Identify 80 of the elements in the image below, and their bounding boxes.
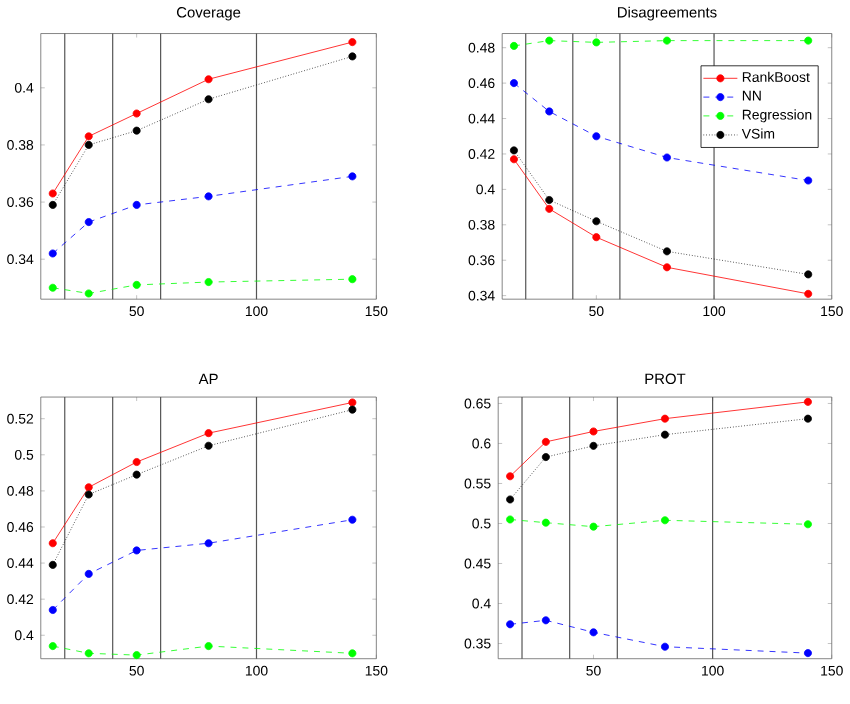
point bbox=[589, 427, 598, 436]
point bbox=[509, 78, 518, 87]
point bbox=[660, 515, 669, 524]
point bbox=[545, 36, 554, 45]
point bbox=[541, 616, 550, 624]
point bbox=[48, 283, 57, 292]
point bbox=[592, 216, 601, 225]
point bbox=[662, 263, 671, 271]
point bbox=[132, 470, 141, 479]
point bbox=[660, 642, 669, 651]
point bbox=[589, 522, 598, 531]
point bbox=[84, 490, 93, 499]
point bbox=[84, 132, 93, 141]
point bbox=[84, 140, 93, 149]
point bbox=[589, 628, 598, 636]
point bbox=[348, 52, 357, 61]
point bbox=[348, 398, 357, 407]
point bbox=[592, 232, 601, 241]
point bbox=[48, 560, 57, 569]
point bbox=[545, 195, 554, 204]
point bbox=[662, 247, 671, 256]
point bbox=[204, 641, 213, 650]
point bbox=[541, 437, 550, 446]
point bbox=[506, 495, 515, 504]
point bbox=[662, 36, 671, 45]
point bbox=[509, 154, 518, 163]
point bbox=[348, 274, 357, 283]
point bbox=[541, 518, 550, 527]
point bbox=[589, 441, 598, 450]
point bbox=[84, 217, 93, 226]
point bbox=[506, 471, 515, 480]
point bbox=[348, 405, 357, 414]
point bbox=[541, 452, 550, 461]
point bbox=[204, 441, 213, 450]
point bbox=[132, 280, 141, 289]
point bbox=[803, 397, 812, 406]
point bbox=[348, 649, 357, 657]
point bbox=[804, 289, 813, 298]
point bbox=[48, 538, 57, 547]
point bbox=[48, 249, 57, 258]
point bbox=[48, 641, 57, 650]
point bbox=[204, 538, 213, 547]
point bbox=[804, 176, 813, 185]
point bbox=[592, 131, 601, 140]
point bbox=[803, 519, 812, 528]
point bbox=[348, 37, 357, 46]
point bbox=[84, 649, 93, 657]
point bbox=[662, 153, 671, 162]
point bbox=[204, 74, 213, 83]
point bbox=[545, 107, 554, 116]
point bbox=[84, 289, 93, 298]
point bbox=[804, 270, 813, 279]
point bbox=[132, 126, 141, 135]
point bbox=[132, 457, 141, 466]
point bbox=[132, 546, 141, 555]
point bbox=[506, 515, 515, 524]
point bbox=[132, 109, 141, 118]
point bbox=[204, 192, 213, 201]
point bbox=[509, 41, 518, 50]
point bbox=[48, 200, 57, 209]
point bbox=[84, 569, 93, 578]
point bbox=[592, 38, 601, 47]
point bbox=[84, 482, 93, 491]
point bbox=[660, 430, 669, 439]
point bbox=[803, 414, 812, 423]
point bbox=[132, 200, 141, 209]
point bbox=[48, 605, 57, 614]
point bbox=[660, 414, 669, 423]
point bbox=[348, 515, 357, 524]
point bbox=[48, 189, 57, 198]
point bbox=[506, 620, 515, 628]
point bbox=[132, 650, 141, 659]
point bbox=[204, 277, 213, 286]
point bbox=[348, 172, 357, 181]
point bbox=[804, 36, 813, 45]
point bbox=[803, 648, 812, 657]
point bbox=[545, 204, 554, 213]
point bbox=[204, 94, 213, 103]
point bbox=[204, 428, 213, 437]
point bbox=[509, 146, 518, 155]
